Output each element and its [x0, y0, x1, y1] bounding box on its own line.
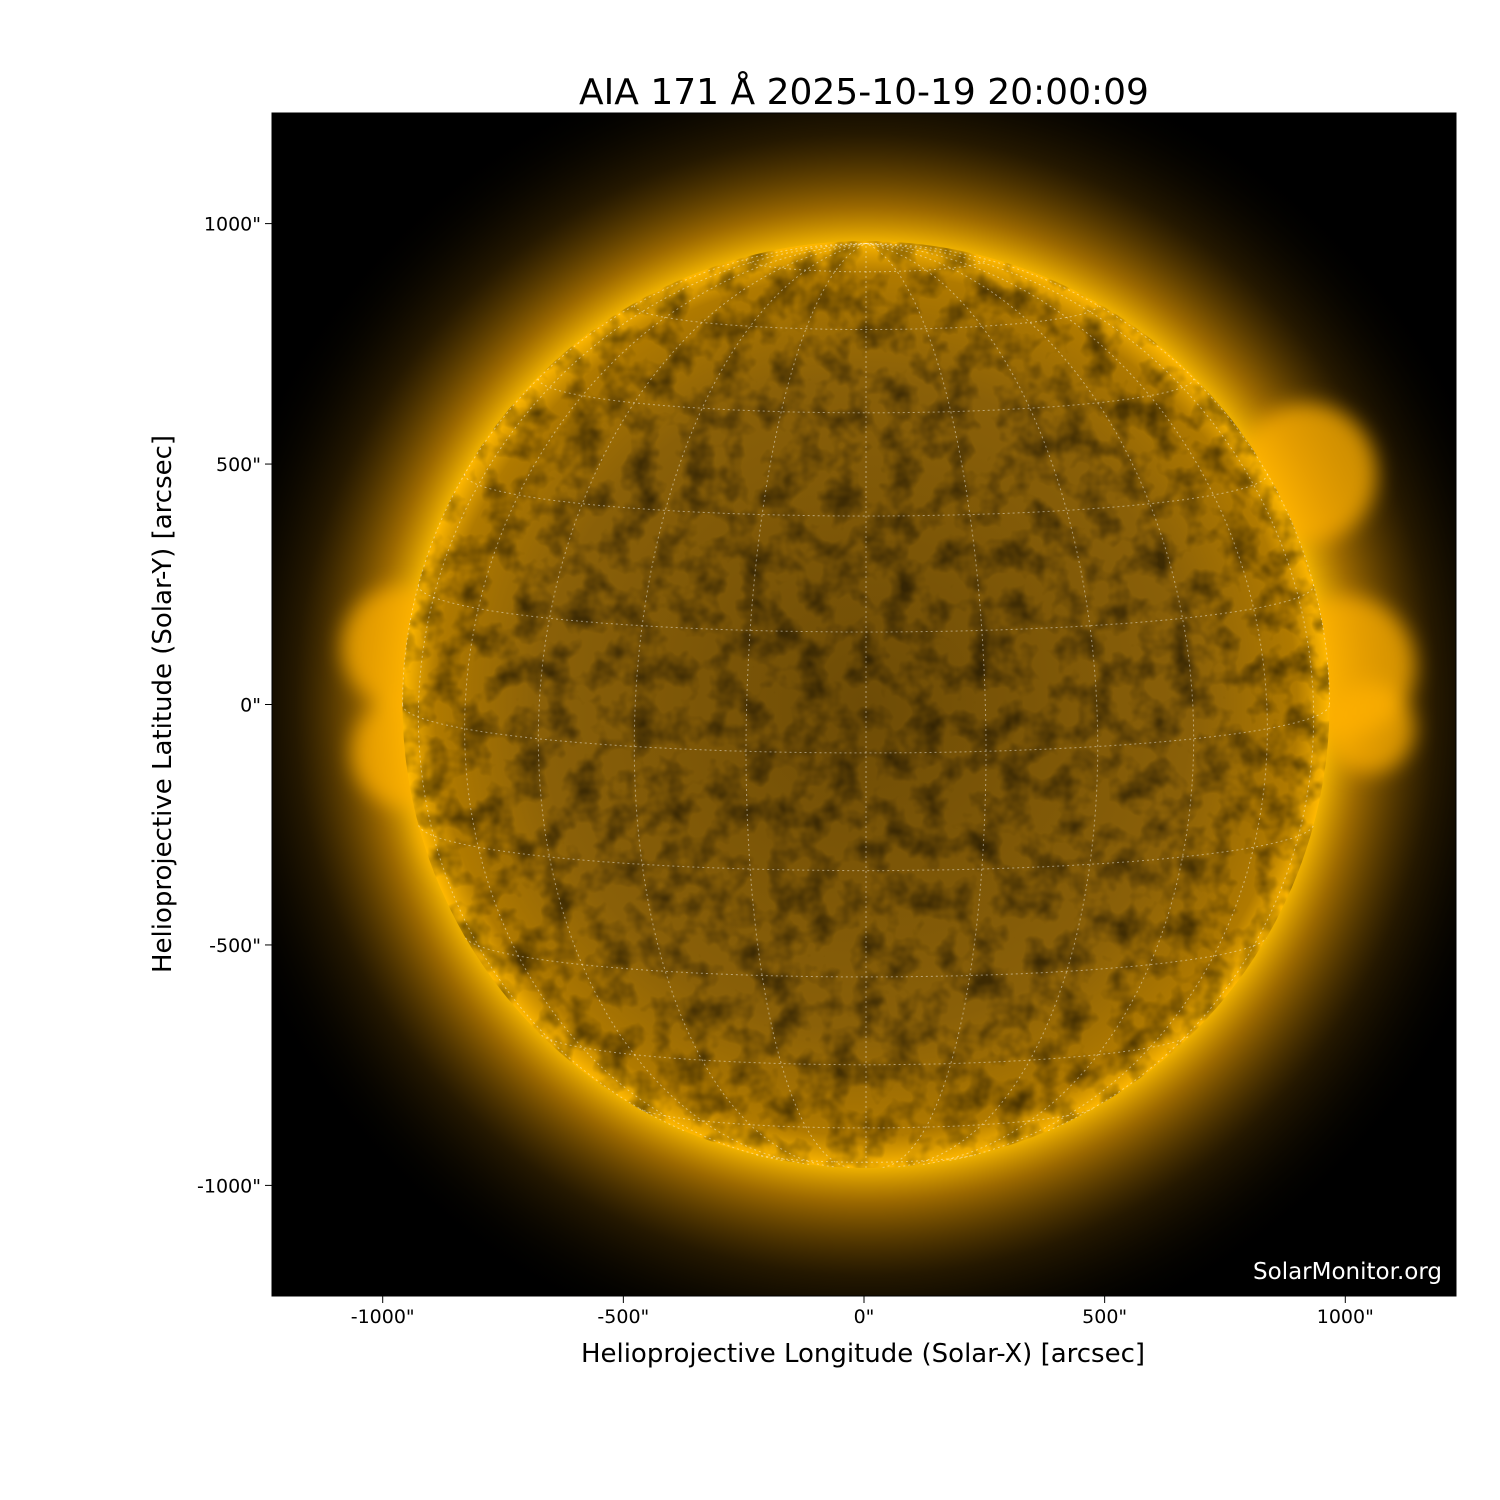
grid-meridian [865, 243, 1268, 1161]
grid-parallel [745, 259, 987, 273]
x-axis: -1000" -500" 0" 500" 1000" [351, 1296, 1374, 1328]
y-axis-label: Helioprojective Latitude (Solar-Y) [arcs… [148, 435, 178, 973]
grid-meridian [464, 243, 867, 1161]
grid-meridian [417, 243, 867, 1132]
chart-title: AIA 171 Å 2025-10-19 20:00:09 [579, 70, 1149, 113]
grid-meridian [865, 243, 987, 1168]
y-tick-label: 1000" [204, 214, 261, 236]
grid-meridian [865, 243, 1099, 1168]
plot-area: SolarMonitor.org [272, 113, 1456, 1296]
grid-meridian [402, 243, 867, 705]
y-tick-label: 500" [216, 454, 261, 476]
grid-parallel [633, 305, 1099, 330]
grid-parallel [756, 1154, 976, 1163]
x-tick-label: -1000" [351, 1306, 415, 1328]
disk-texture [402, 241, 1330, 1168]
y-tick-label: 0" [240, 695, 261, 717]
grid-parallel [464, 473, 1268, 517]
y-axis: -1000" -500" 0" 500" 1000" [197, 214, 272, 1197]
grid-parallel [639, 1108, 1093, 1129]
grid-meridian [745, 243, 867, 1168]
grid-parallel [418, 825, 1314, 872]
grid-parallel [465, 937, 1267, 978]
x-tick-label: -500" [597, 1306, 649, 1328]
grid-meridian [633, 243, 867, 1168]
bright-region [1324, 683, 1415, 774]
y-tick-label: -500" [209, 935, 261, 957]
heliographic-grid [402, 243, 1330, 1168]
watermark: SolarMonitor.org [1253, 1259, 1442, 1285]
grid-parallel [417, 585, 1315, 633]
grid-parallel [541, 1034, 1191, 1066]
x-tick-label: 500" [1082, 1306, 1127, 1328]
x-tick-label: 0" [854, 1306, 875, 1328]
grid-meridian [865, 243, 1315, 1132]
grid-meridian [865, 243, 1330, 705]
x-axis-label: Helioprojective Longitude (Solar-X) [arc… [581, 1339, 1145, 1369]
x-tick-label: 1000" [1317, 1306, 1374, 1328]
grid-parallel [402, 704, 1330, 754]
y-tick-label: -1000" [197, 1175, 261, 1197]
